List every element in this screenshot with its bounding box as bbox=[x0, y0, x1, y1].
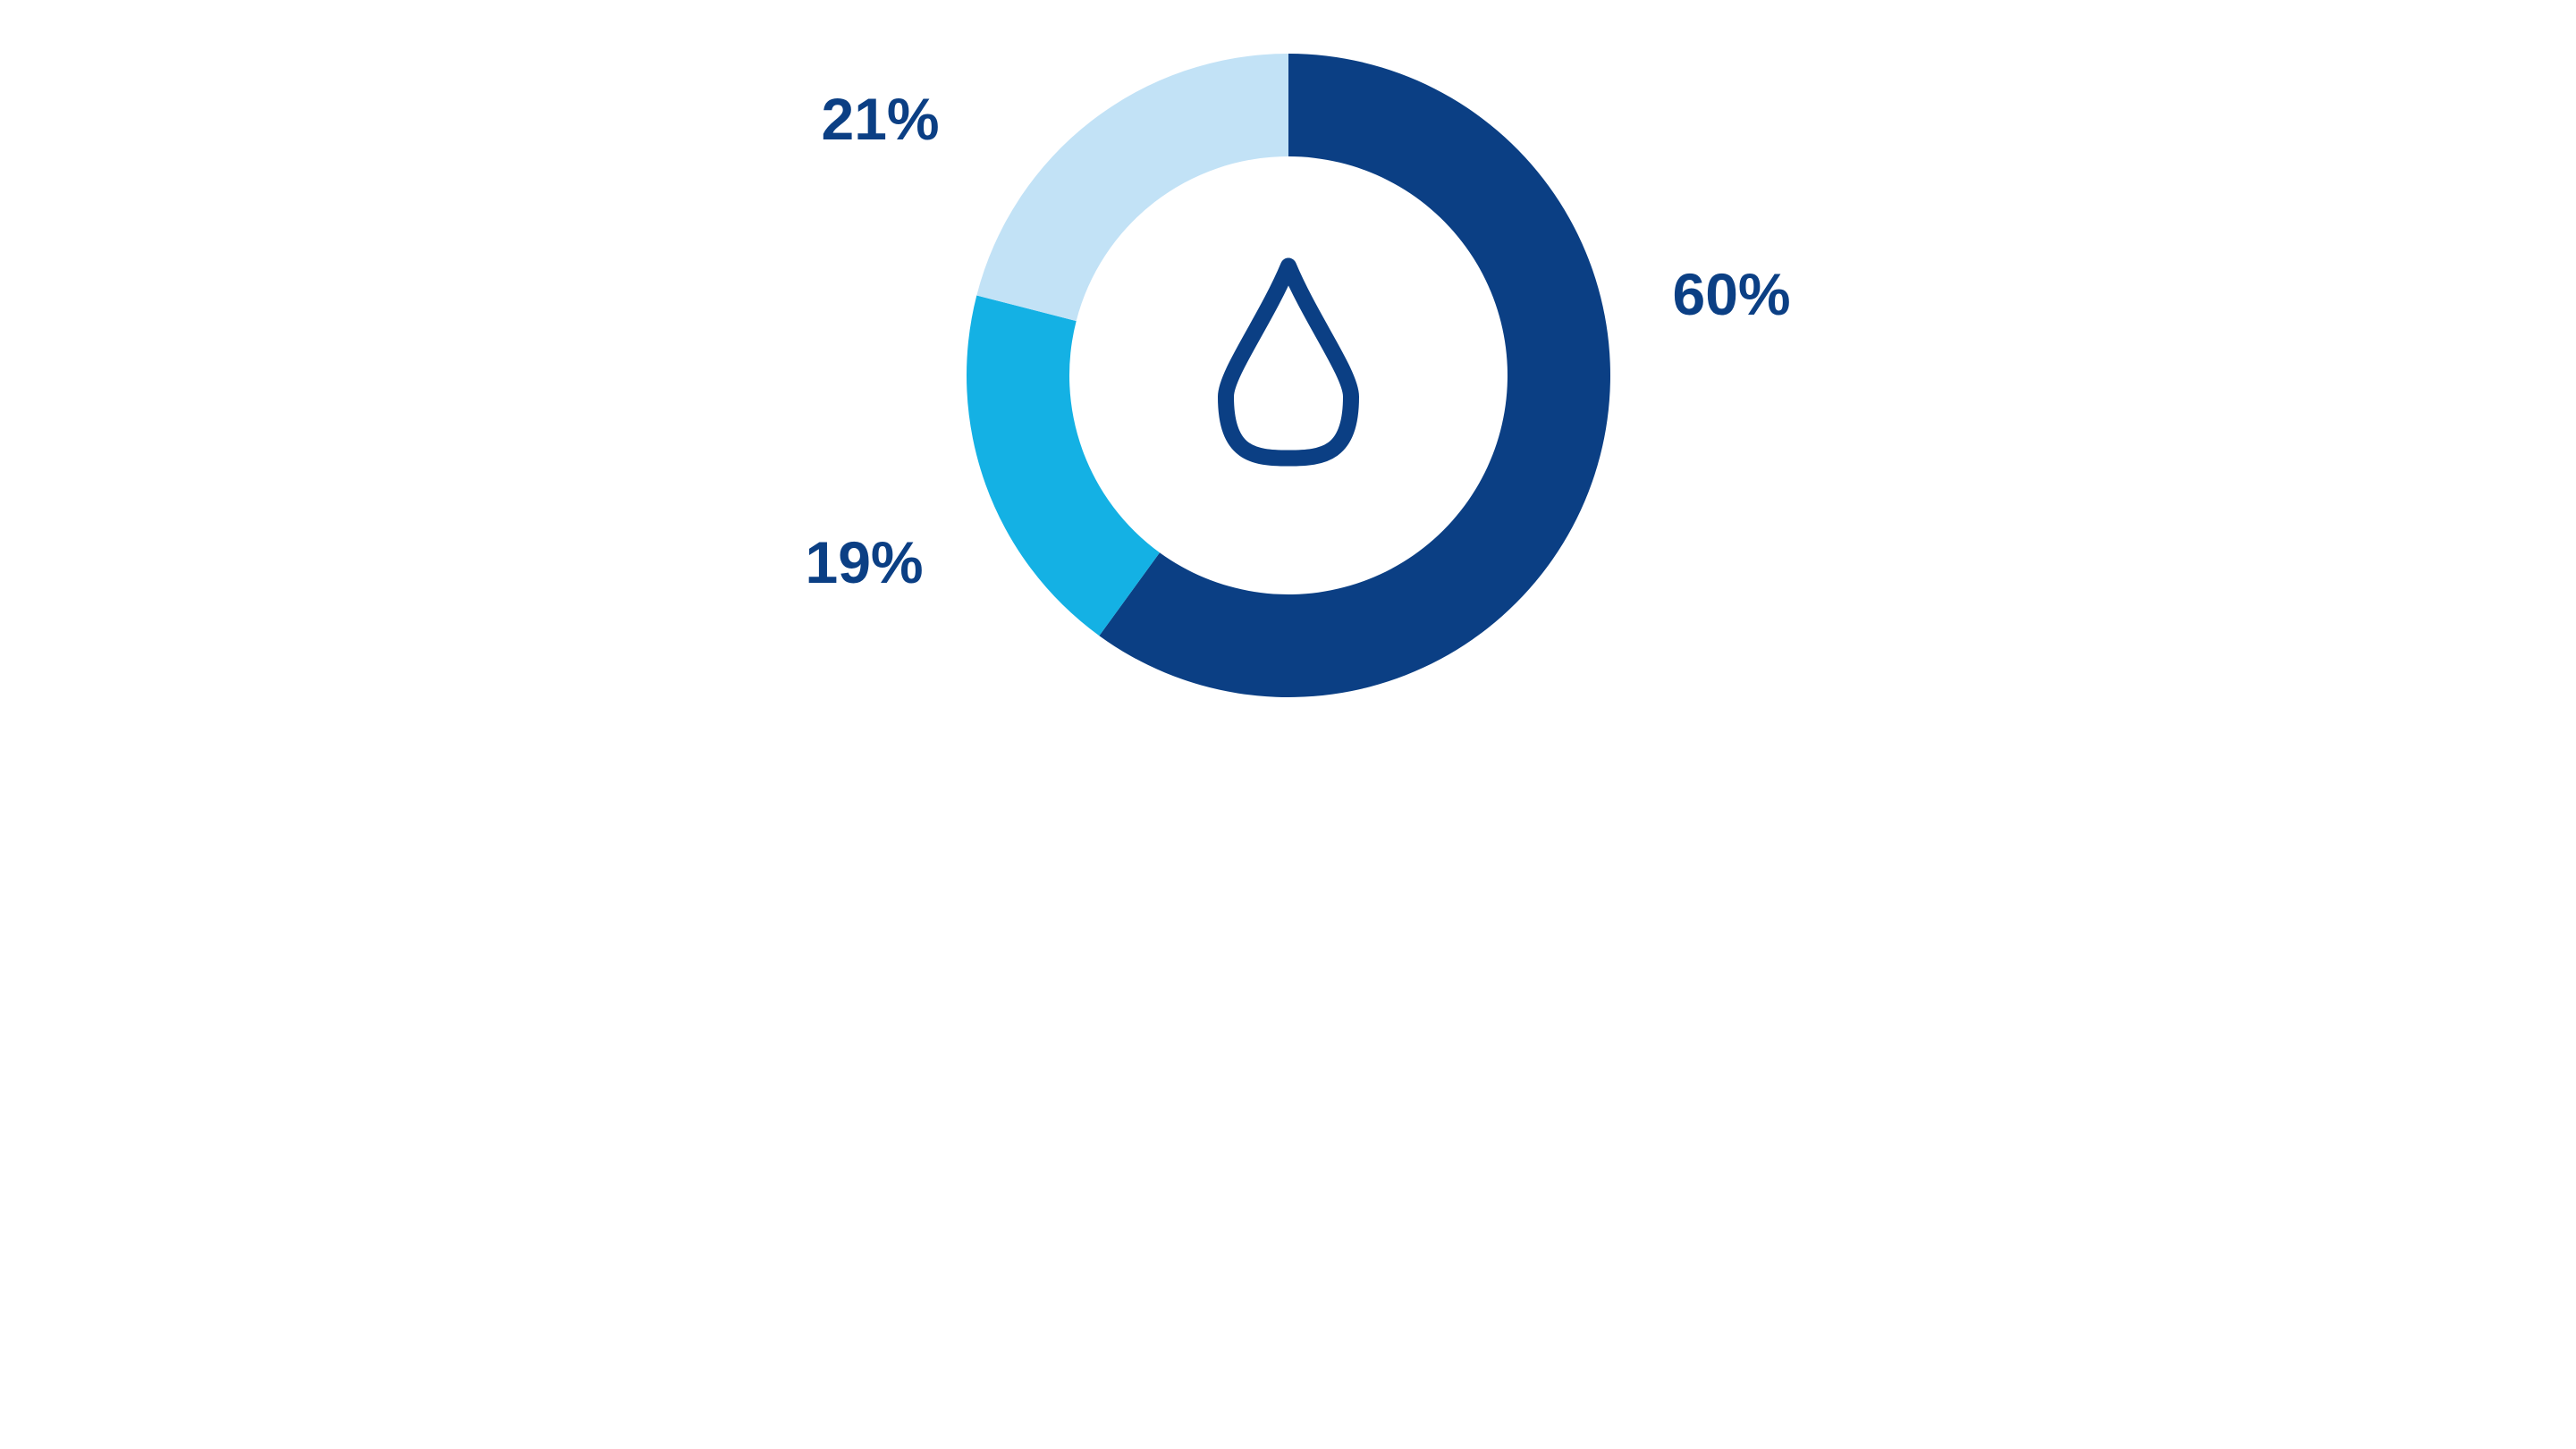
donut-slice-2 bbox=[976, 54, 1288, 321]
slice-label-1: 19% bbox=[806, 533, 924, 592]
donut-chart-container: 60% 19% 21% bbox=[645, 0, 1932, 724]
slice-label-2: 21% bbox=[822, 89, 940, 148]
water-drop-icon bbox=[1226, 266, 1351, 459]
donut-slice-1 bbox=[967, 295, 1160, 636]
slice-label-0: 60% bbox=[1673, 265, 1791, 324]
